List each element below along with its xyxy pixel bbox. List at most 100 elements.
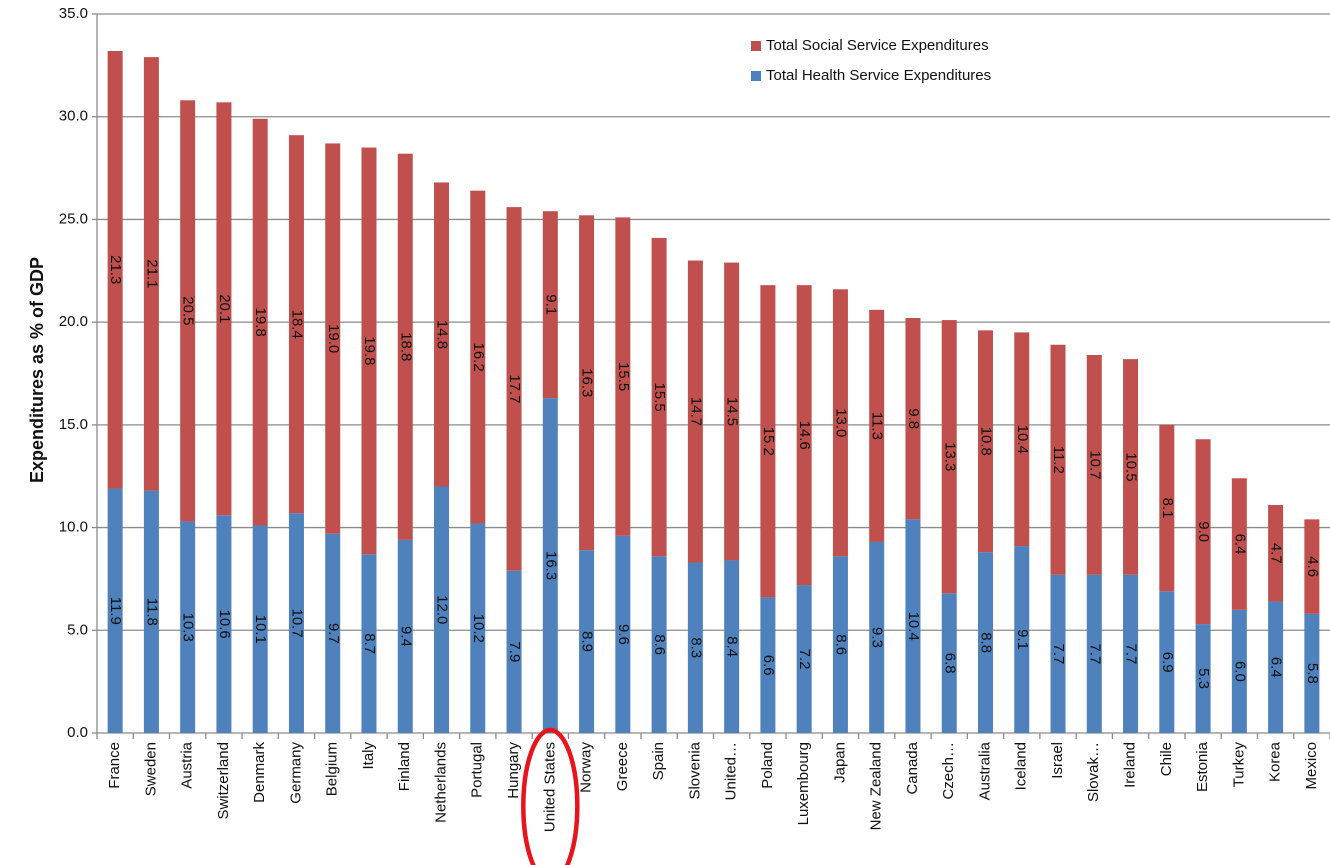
bar-health bbox=[1123, 574, 1139, 733]
data-label-social: 21.3 bbox=[107, 255, 124, 284]
bar-health bbox=[615, 535, 631, 733]
bar-social bbox=[252, 118, 268, 526]
bar-health bbox=[180, 521, 196, 733]
category-label: United States bbox=[541, 742, 558, 832]
bar-health bbox=[542, 398, 558, 733]
category-label: Mexico bbox=[1303, 742, 1320, 790]
bar-social bbox=[506, 207, 522, 571]
category-label: Israel bbox=[1049, 742, 1066, 779]
data-label-health: 16.3 bbox=[542, 551, 559, 580]
category-label: New Zealand bbox=[868, 742, 885, 830]
data-label-social: 20.1 bbox=[216, 294, 233, 323]
bar-social bbox=[107, 50, 123, 489]
category-label: Turkey bbox=[1230, 742, 1247, 788]
legend-swatch bbox=[751, 71, 761, 81]
data-label-social: 21.1 bbox=[143, 259, 160, 288]
data-label-health: 9.1 bbox=[1014, 629, 1031, 650]
bar-social bbox=[687, 260, 703, 563]
bar-health bbox=[252, 525, 268, 733]
category-label: Luxembourg bbox=[795, 742, 812, 825]
category-label: Greece bbox=[614, 742, 631, 791]
data-label-health: 7.7 bbox=[1123, 643, 1140, 664]
data-label-social: 14.6 bbox=[796, 421, 813, 450]
data-label-health: 7.9 bbox=[506, 641, 523, 662]
bar-health bbox=[470, 523, 486, 733]
bar-social bbox=[651, 237, 667, 557]
data-label-health: 7.7 bbox=[1086, 643, 1103, 664]
bar-social bbox=[760, 285, 776, 598]
bar-social bbox=[1123, 359, 1139, 575]
bar-health bbox=[579, 550, 595, 733]
category-label: Australia bbox=[976, 741, 993, 800]
data-label-health: 8.7 bbox=[361, 633, 378, 654]
bar-social bbox=[1159, 424, 1175, 592]
category-label: Finland bbox=[396, 742, 413, 791]
data-label-health: 10.3 bbox=[180, 613, 197, 642]
data-label-health: 6.0 bbox=[1231, 661, 1248, 682]
bar-social bbox=[796, 285, 812, 586]
data-label-social: 14.8 bbox=[434, 320, 451, 349]
category-label: Hungary bbox=[505, 742, 522, 799]
category-label: Slovenia bbox=[686, 741, 703, 799]
category-label: Germany bbox=[287, 742, 304, 804]
data-label-social: 16.3 bbox=[579, 368, 596, 397]
bar-social bbox=[724, 262, 740, 561]
data-label-health: 8.6 bbox=[651, 634, 668, 655]
bar-social bbox=[470, 190, 486, 524]
bar-social bbox=[542, 211, 558, 399]
data-label-health: 6.4 bbox=[1268, 657, 1285, 678]
data-label-health: 7.7 bbox=[1050, 643, 1067, 664]
bar-health bbox=[1014, 546, 1030, 733]
category-labels: France Sweden Austria Switzerland Denmark Ger… bbox=[106, 741, 1320, 832]
bar-health bbox=[832, 556, 848, 733]
data-label-social: 20.5 bbox=[180, 296, 197, 325]
data-label-health: 6.8 bbox=[941, 653, 958, 674]
data-label-social: 16.2 bbox=[470, 342, 487, 371]
bar-health bbox=[687, 562, 703, 733]
data-label-social: 14.5 bbox=[724, 397, 741, 426]
bar-social bbox=[615, 217, 631, 536]
y-tick-label: 10.0 bbox=[59, 519, 88, 536]
legend-swatch bbox=[751, 41, 761, 51]
data-label-social: 11.2 bbox=[1050, 446, 1067, 474]
data-label-health: 8.9 bbox=[579, 631, 596, 652]
category-label: Netherlands bbox=[432, 742, 449, 823]
data-label-social: 19.0 bbox=[325, 324, 342, 353]
data-label-social: 9.0 bbox=[1195, 521, 1212, 542]
category-label: Poland bbox=[759, 742, 776, 789]
bar-social bbox=[1304, 519, 1320, 614]
bar-health bbox=[1050, 574, 1066, 733]
data-label-social: 8.1 bbox=[1159, 498, 1176, 519]
data-label-social: 10.4 bbox=[1014, 425, 1031, 454]
bars bbox=[107, 50, 1320, 733]
bar-health bbox=[724, 560, 740, 733]
y-tick-label: 20.0 bbox=[59, 313, 88, 330]
gridlines bbox=[97, 13, 1330, 631]
category-label: Norway bbox=[578, 742, 595, 793]
data-label-health: 8.4 bbox=[724, 636, 741, 657]
data-label-social: 13.0 bbox=[832, 408, 849, 437]
y-tick-label: 0.0 bbox=[67, 724, 88, 741]
data-label-social: 14.7 bbox=[687, 397, 704, 426]
bar-health bbox=[506, 570, 522, 733]
data-label-social: 15.5 bbox=[615, 362, 632, 391]
data-label-health: 10.2 bbox=[470, 614, 487, 643]
category-label: Switzerland bbox=[215, 742, 232, 820]
bar-health bbox=[216, 515, 232, 733]
category-label: Korea bbox=[1267, 741, 1284, 782]
bar-social bbox=[941, 320, 957, 594]
bar-social bbox=[832, 289, 848, 557]
y-tick-label: 5.0 bbox=[67, 621, 88, 638]
category-label: Canada bbox=[904, 741, 921, 794]
bar-health bbox=[325, 533, 341, 733]
category-label: France bbox=[106, 742, 123, 789]
bar-health bbox=[107, 488, 123, 733]
data-label-health: 6.6 bbox=[760, 655, 777, 676]
data-label-social: 10.5 bbox=[1123, 452, 1140, 481]
data-label-social: 11.3 bbox=[869, 412, 886, 440]
data-label-social: 9.1 bbox=[542, 294, 559, 315]
highlight-layer bbox=[521, 727, 580, 865]
data-label-health: 11.8 bbox=[143, 598, 160, 626]
